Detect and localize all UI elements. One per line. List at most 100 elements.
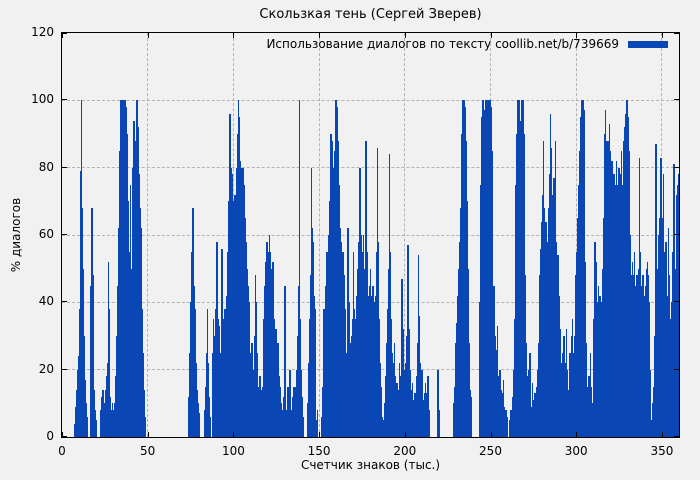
bar	[133, 120, 135, 437]
bar	[281, 410, 283, 437]
bar	[219, 352, 222, 437]
legend-swatch	[628, 40, 668, 48]
bar	[428, 410, 430, 437]
bar	[532, 400, 535, 437]
bar	[130, 268, 133, 437]
bar	[558, 295, 560, 437]
bar	[399, 376, 402, 437]
bar	[508, 420, 511, 437]
legend-label: Использование диалогов по тексту coollib…	[266, 37, 619, 51]
bar	[453, 386, 456, 437]
bar	[365, 140, 367, 437]
bar	[230, 167, 232, 437]
legend: Использование диалогов по тексту coollib…	[266, 36, 668, 52]
bar	[506, 416, 509, 437]
bar	[486, 100, 488, 437]
x-tick-mark	[661, 33, 663, 38]
bar	[642, 275, 644, 437]
bar	[556, 275, 559, 437]
bar	[204, 410, 206, 437]
bar	[401, 278, 403, 437]
bar	[540, 248, 542, 437]
bar	[586, 386, 589, 437]
bar	[589, 352, 592, 437]
bar	[216, 241, 218, 437]
bar	[224, 309, 226, 437]
bar	[411, 383, 414, 437]
bar	[468, 342, 470, 437]
x-tick-mark	[319, 33, 321, 38]
bar	[259, 376, 261, 437]
bar	[492, 285, 494, 437]
bar	[314, 309, 316, 437]
bar	[425, 406, 427, 437]
bar	[514, 251, 517, 437]
bar	[543, 208, 546, 437]
bar	[240, 167, 242, 437]
bar	[519, 120, 522, 437]
x-tick-mark	[490, 33, 492, 38]
bar	[613, 201, 616, 437]
bar	[502, 379, 505, 437]
bar	[624, 127, 626, 437]
bar	[410, 406, 413, 437]
bar	[619, 174, 622, 437]
bar	[249, 352, 252, 437]
bar	[377, 241, 379, 437]
bar	[646, 261, 649, 437]
bar	[375, 251, 378, 437]
x-tick-mark	[62, 33, 63, 38]
grid-line-horizontal	[62, 234, 679, 236]
bar	[209, 416, 212, 437]
x-tick-label: 200	[393, 444, 417, 458]
bar	[205, 386, 207, 437]
bar	[385, 376, 387, 437]
bar	[283, 396, 285, 437]
bar	[212, 352, 214, 437]
bar	[329, 201, 331, 437]
bar	[343, 275, 345, 437]
bar	[631, 261, 634, 437]
bar	[297, 285, 300, 437]
bar	[517, 100, 519, 437]
x-tick-mark	[233, 432, 235, 437]
bar	[264, 285, 266, 437]
y-tick-mark	[674, 436, 679, 437]
bar	[91, 208, 93, 437]
bar	[124, 100, 127, 437]
bar	[601, 268, 604, 437]
bar	[221, 248, 223, 437]
bar	[628, 150, 631, 437]
bar	[460, 167, 463, 437]
bar	[528, 369, 530, 437]
bar	[645, 268, 648, 437]
bar	[95, 420, 98, 437]
x-tick-label: 0	[58, 444, 66, 458]
bar	[499, 369, 501, 437]
bar	[301, 396, 303, 437]
x-axis-label: Счетчик знаков (тыс.)	[300, 458, 441, 472]
bar	[663, 251, 666, 437]
bar	[260, 389, 262, 437]
bar	[369, 268, 372, 437]
bar	[488, 100, 491, 437]
bar	[252, 369, 254, 437]
bar	[482, 100, 485, 437]
bar	[102, 389, 104, 437]
bar	[234, 194, 236, 437]
bar	[455, 342, 457, 437]
bar	[82, 268, 85, 437]
bar	[653, 386, 655, 437]
bar	[80, 100, 83, 437]
bar	[138, 174, 140, 437]
bar	[518, 100, 521, 437]
bar	[190, 251, 193, 437]
bar	[627, 117, 630, 437]
bar	[100, 396, 103, 437]
bar	[270, 268, 272, 437]
bar	[672, 251, 674, 437]
bar	[636, 275, 638, 437]
bar	[242, 174, 244, 437]
bar	[106, 362, 109, 437]
